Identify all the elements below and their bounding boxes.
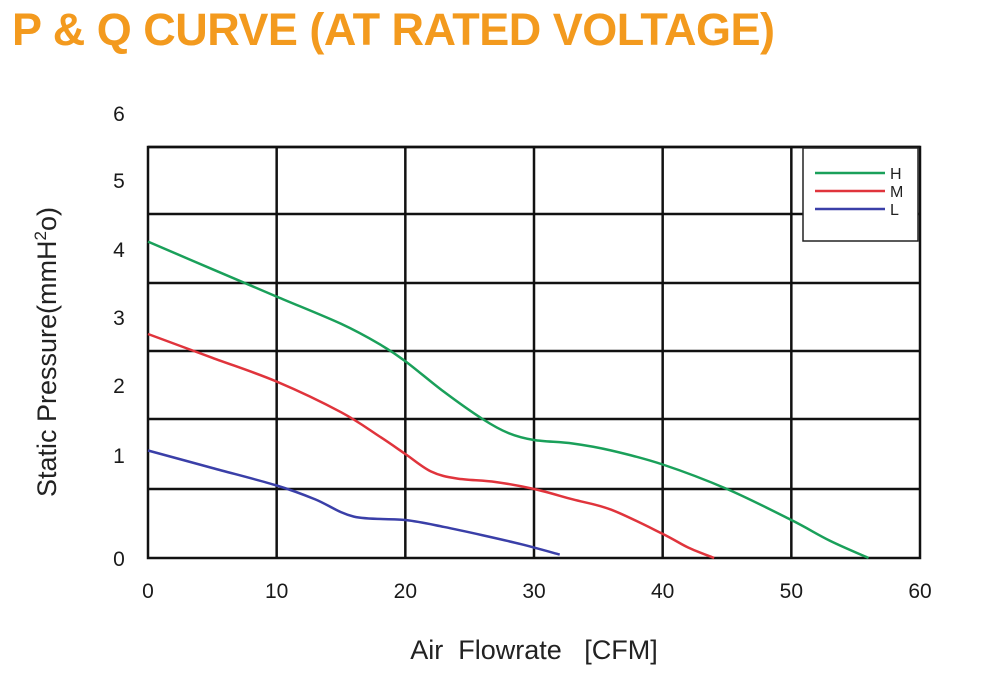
- chart-series: [147, 240, 870, 560]
- x-tick-label: 60: [908, 580, 931, 603]
- x-axis-label: Air Flowrate [CFM]: [410, 635, 658, 665]
- x-tick-label: 50: [780, 580, 803, 603]
- y-tick-label: 3: [113, 307, 125, 330]
- y-tick-label: 1: [113, 445, 125, 468]
- series-line-L: [147, 449, 561, 556]
- series-line-H: [147, 240, 870, 560]
- legend-label-L: L: [890, 202, 899, 219]
- y-tick-label: 2: [113, 375, 125, 398]
- x-tick-label: 30: [522, 580, 545, 603]
- tick-labels: 0 10 20 30 40 50 60 0 1 2 3 4 5 6: [113, 103, 932, 603]
- y-tick-label: 0: [113, 548, 125, 571]
- x-tick-label: 20: [394, 580, 417, 603]
- x-tick-label: 0: [142, 580, 154, 603]
- legend-box: [802, 147, 919, 242]
- legend-label-M: M: [890, 184, 903, 201]
- chart-title: P & Q CURVE (AT RATED VOLTAGE): [12, 4, 775, 55]
- legend: HML: [802, 147, 919, 242]
- x-tick-label: 40: [651, 580, 674, 603]
- y-tick-label: 5: [113, 170, 125, 193]
- y-axis-label: Static Pressure(mmH2o): [31, 207, 62, 497]
- y-tick-label: 6: [113, 103, 125, 126]
- y-tick-label: 4: [113, 239, 125, 262]
- series-line-M: [147, 332, 715, 560]
- x-tick-label: 10: [265, 580, 288, 603]
- legend-label-H: H: [890, 166, 902, 183]
